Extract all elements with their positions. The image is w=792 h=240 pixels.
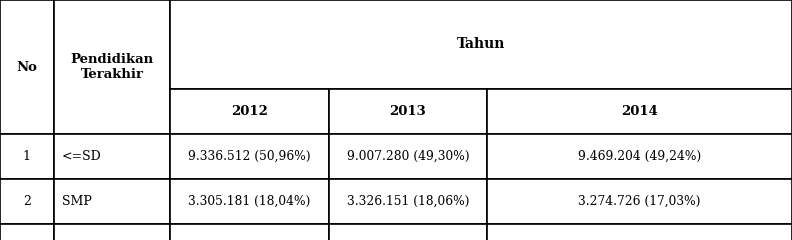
Polygon shape — [54, 134, 170, 179]
Polygon shape — [170, 0, 792, 89]
Polygon shape — [54, 224, 170, 240]
Text: 9.336.512 (50,96%): 9.336.512 (50,96%) — [188, 150, 310, 163]
Text: 9.469.204 (49,24%): 9.469.204 (49,24%) — [578, 150, 701, 163]
Polygon shape — [170, 89, 329, 134]
Polygon shape — [329, 134, 487, 179]
Polygon shape — [487, 179, 792, 224]
Polygon shape — [0, 224, 54, 240]
Polygon shape — [54, 0, 170, 134]
Polygon shape — [487, 224, 792, 240]
Polygon shape — [487, 134, 792, 179]
Polygon shape — [0, 179, 54, 224]
Text: 9.007.280 (49,30%): 9.007.280 (49,30%) — [347, 150, 469, 163]
Polygon shape — [487, 89, 792, 134]
Polygon shape — [329, 89, 487, 134]
Text: 3.274.726 (17,03%): 3.274.726 (17,03%) — [578, 195, 701, 208]
Polygon shape — [170, 224, 329, 240]
Text: 2013: 2013 — [390, 105, 426, 118]
Text: 2: 2 — [23, 195, 31, 208]
Polygon shape — [329, 179, 487, 224]
Text: 2014: 2014 — [621, 105, 658, 118]
Polygon shape — [0, 0, 54, 134]
Text: <=SD: <=SD — [62, 150, 101, 163]
Text: No: No — [17, 61, 37, 74]
Polygon shape — [170, 134, 329, 179]
Polygon shape — [0, 134, 54, 179]
Polygon shape — [170, 179, 329, 224]
Text: SMP: SMP — [62, 195, 92, 208]
Text: 3.305.181 (18,04%): 3.305.181 (18,04%) — [188, 195, 310, 208]
Text: Pendidikan
Terakhir: Pendidikan Terakhir — [70, 53, 154, 81]
Text: 1: 1 — [23, 150, 31, 163]
Text: Tahun: Tahun — [457, 37, 505, 51]
Text: 3.326.151 (18,06%): 3.326.151 (18,06%) — [347, 195, 469, 208]
Text: 2012: 2012 — [231, 105, 268, 118]
Polygon shape — [54, 179, 170, 224]
Polygon shape — [329, 224, 487, 240]
